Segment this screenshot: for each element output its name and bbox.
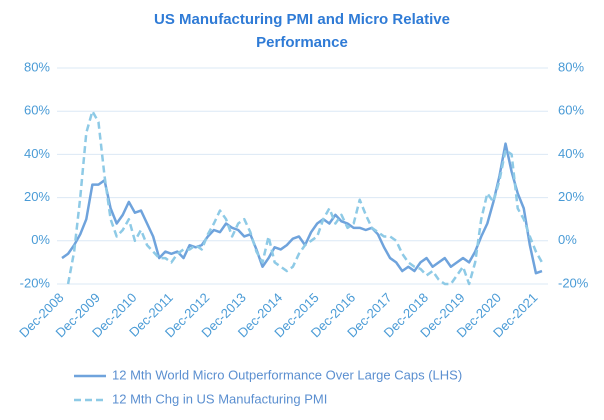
y2-tick-label: 60% bbox=[558, 103, 584, 118]
legend-label: 12 Mth World Micro Outperformance Over L… bbox=[112, 367, 462, 382]
y-tick-label: 60% bbox=[24, 103, 50, 118]
y2-tick-label: 80% bbox=[558, 59, 584, 74]
chart-title: US Manufacturing PMI and Micro Relative bbox=[154, 11, 450, 28]
y2-tick-label: -20% bbox=[558, 275, 589, 290]
y-tick-label: 40% bbox=[24, 146, 50, 161]
y2-tick-label: 0% bbox=[558, 232, 577, 247]
y-tick-label: -20% bbox=[20, 275, 51, 290]
legend-label: 12 Mth Chg in US Manufacturing PMI bbox=[112, 391, 327, 406]
series-line bbox=[66, 109, 544, 286]
chart-subtitle: Performance bbox=[256, 34, 348, 51]
y2-tick-label: 20% bbox=[558, 189, 584, 204]
y-tick-label: 80% bbox=[24, 59, 50, 74]
y-tick-label: 0% bbox=[31, 232, 50, 247]
series-line bbox=[61, 142, 543, 275]
y2-tick-label: 40% bbox=[558, 146, 584, 161]
y-tick-label: 20% bbox=[24, 189, 50, 204]
